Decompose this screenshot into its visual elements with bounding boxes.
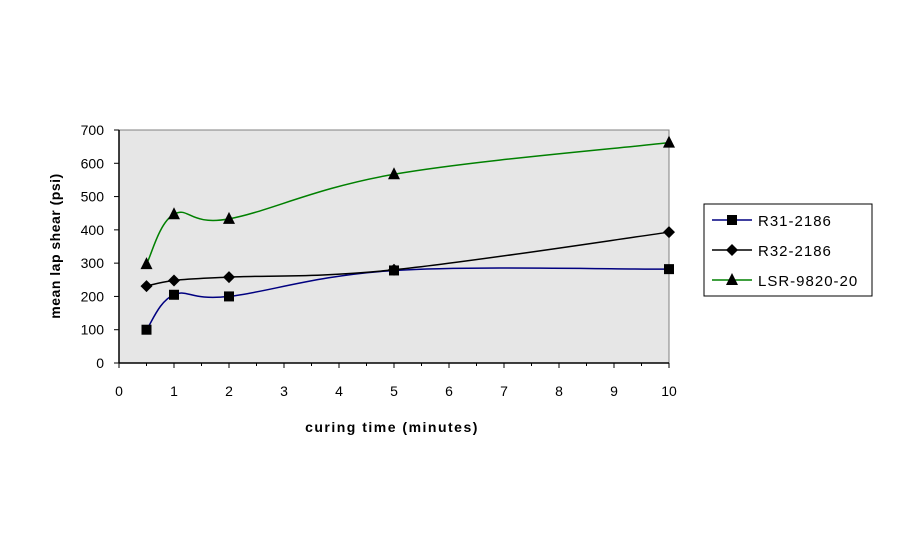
y-tick-label: 400 [81, 222, 105, 238]
data-point [223, 211, 235, 224]
legend-marker [726, 244, 738, 256]
x-axis-title: curing time (minutes) [305, 419, 479, 435]
y-axis-title: mean lap shear (psi) [47, 173, 63, 318]
data-point [663, 226, 675, 239]
data-point [664, 264, 674, 275]
x-tick-label: 9 [610, 383, 618, 399]
data-point [224, 291, 234, 302]
data-point [168, 274, 180, 287]
data-point [140, 280, 153, 293]
legend-marker [727, 215, 737, 225]
y-tick-label: 600 [81, 155, 105, 171]
x-tick-label: 10 [661, 383, 677, 399]
x-tick-label: 2 [225, 383, 233, 399]
data-point [388, 263, 400, 276]
y-tick-label: 100 [81, 322, 105, 338]
x-tick-label: 7 [500, 383, 508, 399]
data-point [663, 135, 675, 148]
y-tick-label: 500 [81, 189, 105, 205]
data-point [140, 257, 153, 270]
x-tick-label: 5 [390, 383, 398, 399]
legend-label: R31-2186 [758, 213, 832, 230]
x-tick-label: 8 [555, 383, 563, 399]
y-tick-label: 300 [81, 255, 105, 271]
data-point [141, 324, 152, 335]
data-point [388, 167, 400, 180]
plot-area [118, 129, 670, 364]
legend-marker [726, 273, 738, 285]
legend-label: R32-2186 [758, 243, 832, 260]
series-r32-2186 [140, 226, 675, 293]
legend-label: LSR-9820-20 [758, 273, 858, 290]
x-tick-label: 3 [280, 383, 288, 399]
data-point [168, 207, 180, 220]
x-tick-label: 1 [170, 383, 178, 399]
y-tick-label: 0 [96, 355, 104, 371]
y-tick-label: 200 [81, 288, 105, 304]
data-point [223, 271, 235, 284]
x-tick-label: 0 [115, 383, 123, 399]
x-tick-label: 4 [335, 383, 343, 399]
series-lsr-9820-20 [140, 135, 675, 270]
legend: R31-2186 R32-2186 LSR-9820-20 [703, 203, 873, 297]
data-point [169, 289, 179, 300]
x-tick-label: 6 [445, 383, 453, 399]
y-tick-label: 700 [81, 122, 105, 138]
